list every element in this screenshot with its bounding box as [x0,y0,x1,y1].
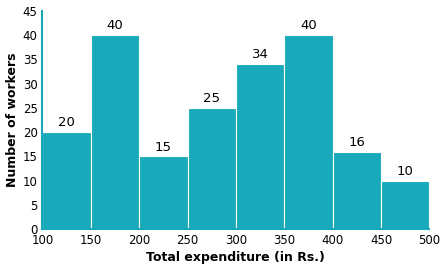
Text: 16: 16 [348,136,365,149]
Bar [188,108,236,230]
Text: 20: 20 [58,116,75,129]
Text: 34: 34 [252,48,268,61]
Text: 40: 40 [107,19,124,32]
Bar [139,156,188,230]
Bar [284,35,333,230]
Bar [236,64,284,230]
Text: 25: 25 [203,92,220,105]
Text: 15: 15 [155,141,172,154]
Bar [381,181,429,230]
Text: 40: 40 [300,19,317,32]
X-axis label: Total expenditure (in Rs.): Total expenditure (in Rs.) [146,251,326,264]
Bar [333,151,381,230]
Bar [42,132,91,230]
Y-axis label: Number of workers: Number of workers [5,53,19,187]
Bar [91,35,139,230]
Text: 10: 10 [397,165,413,178]
